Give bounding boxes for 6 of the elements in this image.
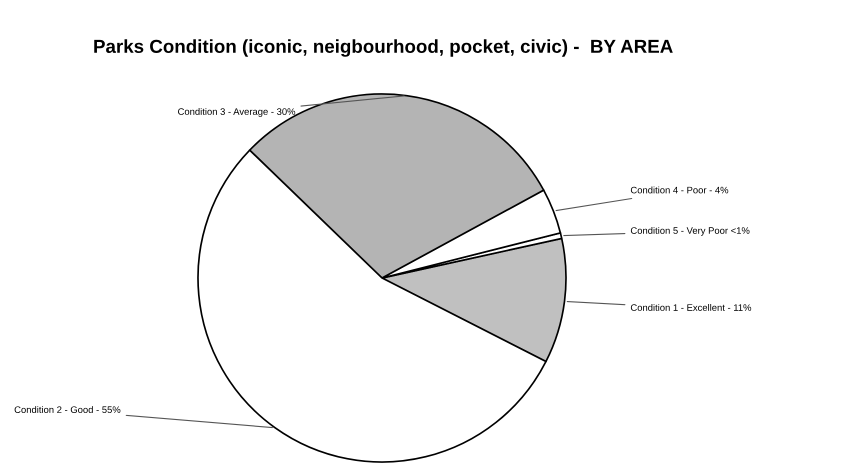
slice-label: Condition 2 - Good - 55% <box>14 406 120 414</box>
chart-title: Parks Condition (iconic, neigbourhood, pocket, civic) - BY AREA <box>94 39 673 57</box>
slice-label: Condition 4 - Poor - 4% <box>630 186 728 194</box>
slice-label: Condition 5 - Very Poor <1% <box>630 226 750 236</box>
slice-label: Condition 3 - Average - 30% <box>178 108 296 117</box>
slice-label: Condition 1 - Excellent - 11% <box>630 304 752 311</box>
